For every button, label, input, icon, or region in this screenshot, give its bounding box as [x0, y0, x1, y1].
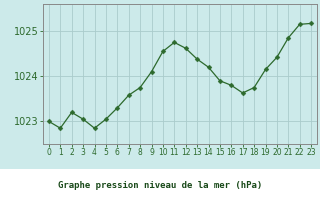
- Text: Graphe pression niveau de la mer (hPa): Graphe pression niveau de la mer (hPa): [58, 180, 262, 190]
